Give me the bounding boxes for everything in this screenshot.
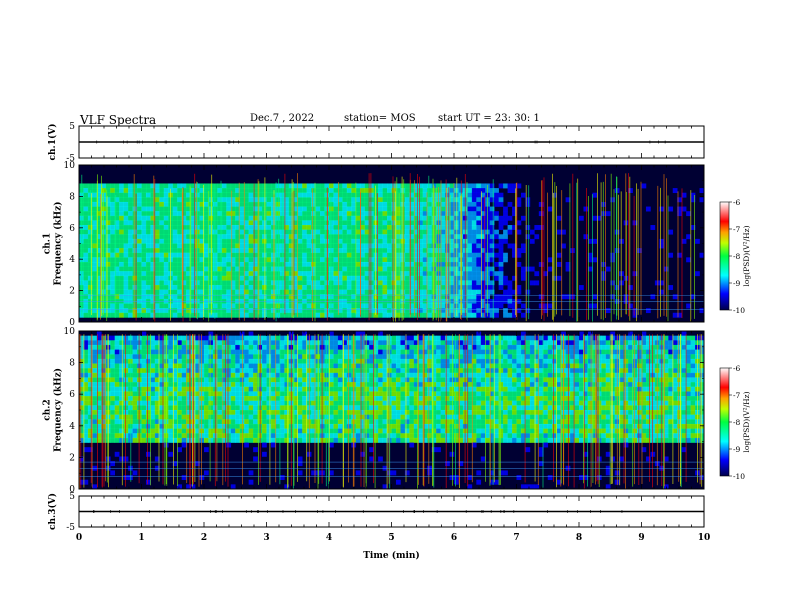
ch1-spec-colorbar-tick-label: -6 [733,198,741,207]
ch2-spectrogram-image [79,331,705,490]
ch2-spec-ylabel: ch.2 [43,399,53,420]
ch1-spec-colorbar-tick-label: -9 [733,279,741,288]
ch2-spec-ytick-label: 2 [69,453,75,463]
x-tick-label: 0 [76,533,82,543]
ch2-spec-ylabel: Frequency (kHz) [53,368,64,452]
ch1-wave-ytick-label: -5 [66,154,75,164]
x-tick-label: 1 [138,533,144,543]
station-label: station= MOS [344,113,416,124]
ch1-spec-colorbar-label: log(PSD)(V²/Hz) [742,225,751,286]
ch2-spec-colorbar-tick-label: -8 [733,418,741,427]
x-axis-label: Time (min) [363,550,420,561]
ch1-wave-ylabel: ch.1(V) [47,124,58,161]
ch3-wave-ytick-label: 5 [69,492,75,502]
ch1-spec-ytick-label: 10 [64,161,76,171]
date-label: Dec.7 , 2022 [250,113,315,124]
ch3-wave-ytick-label: -5 [66,523,75,533]
ch2-spec-colorbar [719,367,730,477]
x-tick-label: 3 [263,533,269,543]
ch1-spec-ytick-label: 2 [69,287,75,297]
ch1-spec-colorbar-tick-label: -8 [733,252,741,261]
x-tick-label: 9 [638,533,644,543]
x-tick-label: 6 [451,533,457,543]
ch1-spec-ylabel: Frequency (kHz) [53,201,64,285]
x-tick-label: 10 [698,533,711,543]
ch1-spec-colorbar [719,201,730,311]
ch1-wave-ytick-label: 5 [69,122,75,132]
ch2-spec-ytick-label: 0 [69,485,75,495]
plot-title: VLF Spectra [80,113,157,127]
ch1-spec-ylabel: ch.1 [43,233,53,254]
start-time-label: start UT = 23: 30: 1 [438,113,540,124]
ch1-spectrogram-image [79,165,705,322]
x-tick-label: 2 [201,533,207,543]
ch2-spec-colorbar-tick-label: -10 [733,472,745,481]
ch2-spec-ytick-label: 4 [69,422,75,432]
ch2-spec-colorbar-tick-label: -6 [733,364,741,373]
ch2-spec-colorbar-label: log(PSD)(V²/Hz) [742,391,751,452]
x-tick-label: 4 [326,533,332,543]
ch1-spec-colorbar-tick-label: -7 [733,225,741,234]
ch1-spec-ytick-label: 4 [69,255,75,265]
ch2-spec-ytick-label: 10 [64,327,76,337]
ch1-spec-ytick-label: 6 [69,224,75,234]
ch2-spec-colorbar-tick-label: -7 [733,391,741,400]
x-tick-label: 7 [513,533,519,543]
ch2-spec-ytick-label: 6 [69,390,75,400]
ch2-spec-ytick-label: 8 [69,359,75,369]
ch2-spec-colorbar-tick-label: -9 [733,445,741,454]
x-tick-label: 8 [576,533,582,543]
ch1-spec-ytick-label: 8 [69,192,75,202]
x-tick-label: 5 [388,533,394,543]
ch3-wave-ylabel: ch.3(V) [47,493,58,530]
ch1-spec-ytick-label: 0 [69,318,75,328]
ch1-spec-colorbar-tick-label: -10 [733,306,745,315]
